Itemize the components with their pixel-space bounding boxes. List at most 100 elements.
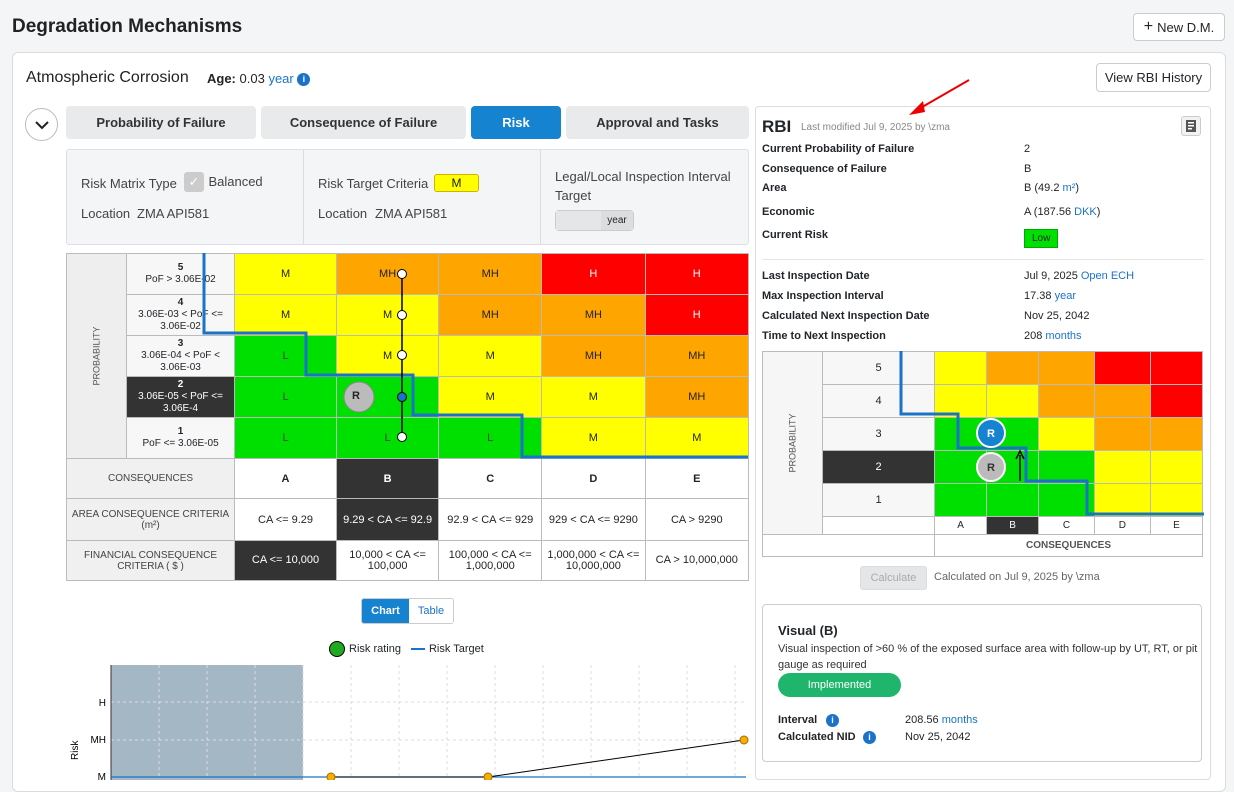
rbi-modified: Last modified Jul 9, 2025 by \zma — [801, 122, 950, 133]
consequence-column-header: D — [541, 458, 646, 499]
rbi-mini-matrix: PROBABILITY 5 4 3 2 1 A B C D E CONSEQUENCES — [761, 351, 1204, 557]
risk-cell: MH — [541, 335, 646, 377]
rbi-field-label: Current Probability of Failure — [762, 143, 915, 155]
chart-toggle[interactable]: Chart — [362, 599, 409, 623]
annotation-arrow — [909, 79, 970, 115]
consequences-label: CONSEQUENCES — [65, 458, 236, 499]
financial-criteria-cell: 10,000 < CA <= 100,000 — [335, 540, 440, 581]
legend-risk-rating: Risk rating — [349, 643, 401, 655]
rbi-field-label: Max Inspection Interval — [762, 290, 884, 302]
consequence-column-header: E — [644, 458, 750, 499]
calculate-button[interactable]: Calculate — [860, 566, 927, 590]
rbi-field-value: B (49.2 m²) — [1024, 182, 1080, 194]
balanced-checkbox[interactable]: ✓ — [184, 172, 204, 192]
view-rbi-history-button[interactable]: View RBI History — [1096, 63, 1211, 92]
rbi-field-link[interactable]: DKK — [1074, 206, 1097, 218]
current-risk-badge: Low — [1024, 229, 1059, 248]
risk-cell: L — [335, 417, 440, 459]
mini-risk-cell — [1038, 417, 1095, 451]
interval-unit-link[interactable]: months — [941, 714, 978, 726]
tab-probability-of-failure[interactable]: Probability of Failure — [66, 106, 256, 139]
target-criteria-label: Risk Target Criteria — [318, 176, 429, 191]
interval-label: Interval — [778, 714, 818, 726]
visual-description: Visual inspection of >60 % of the expose… — [778, 643, 1198, 671]
risk-cell: L — [438, 417, 543, 459]
nid-value: Nov 25, 2042 — [905, 731, 971, 743]
mini-risk-cell — [1149, 417, 1204, 451]
rbi-field-link[interactable]: m² — [1062, 182, 1076, 194]
rbi-field-link[interactable]: months — [1045, 330, 1082, 342]
info-icon[interactable]: i — [826, 714, 839, 727]
mini-risk-cell — [1038, 483, 1095, 517]
area-criteria-cell: 929 < CA <= 9290 — [541, 498, 646, 541]
page-title: Degradation Mechanisms — [12, 16, 243, 37]
y-tick-mh: MH — [90, 735, 106, 746]
risk-matrix: PROBABILITY 5 PoF > 3.06E-02 M MH MH H H 4 3.06E-… — [65, 253, 750, 581]
mini-row-header: 5 — [822, 351, 936, 385]
risk-cell: M — [335, 294, 440, 336]
mini-risk-cell — [1093, 351, 1151, 385]
rbi-field-value: Nov 25, 2042 — [1024, 310, 1090, 322]
mini-consequences-label: CONSEQUENCES — [934, 534, 1203, 557]
new-dm-button[interactable]: + New D.M. — [1133, 13, 1225, 41]
plus-icon: + — [1143, 18, 1154, 35]
tab-approval-and-tasks[interactable]: Approval and Tasks — [566, 106, 749, 139]
rbi-field-value: 2 — [1024, 143, 1031, 155]
risk-cell: MH — [438, 253, 543, 295]
implemented-button[interactable]: Implemented — [778, 673, 901, 697]
mini-row-header: 3 — [822, 417, 936, 451]
mini-column-header: D — [1093, 516, 1151, 535]
risk-cell: H — [644, 294, 750, 336]
risk-cell: MH — [335, 253, 440, 295]
target-criteria-badge: M — [434, 174, 479, 192]
area-criteria-cell: 92.9 < CA <= 929 — [438, 498, 543, 541]
financial-criteria-label: FINANCIAL CONSEQUENCE CRITERIA ( $ ) — [65, 540, 236, 581]
mini-risk-cell — [1149, 384, 1204, 418]
tab-risk[interactable]: Risk — [471, 106, 561, 139]
location-label: Location — [81, 206, 131, 221]
info-icon[interactable]: i — [863, 731, 876, 744]
mini-marker-current: R — [987, 462, 995, 474]
rbi-field-value: B — [1024, 163, 1032, 175]
consequence-column-header: A — [234, 458, 337, 499]
location2-link[interactable]: ZMA API581 — [375, 206, 448, 221]
legal-interval-input[interactable]: year — [555, 210, 634, 231]
mini-marker-target: R — [987, 428, 995, 440]
financial-criteria-cell: CA > 10,000,000 — [644, 540, 750, 581]
location-link[interactable]: ZMA API581 — [137, 206, 210, 221]
mechanism-title: Atmospheric Corrosion — [26, 69, 189, 86]
risk-target-overlay — [202, 253, 748, 459]
collapse-button[interactable] — [25, 108, 58, 141]
mini-risk-cell — [1093, 384, 1151, 418]
report-icon[interactable] — [1181, 116, 1201, 136]
visual-title: Visual (B) — [778, 623, 838, 638]
area-criteria-cell: CA <= 9.29 — [234, 498, 337, 541]
location2-label: Location — [318, 206, 368, 221]
age-info: Age: 0.03 year i — [207, 71, 311, 87]
mini-row-header: 1 — [822, 483, 936, 517]
risk-cell: L — [234, 417, 337, 459]
risk-settings-panel — [66, 149, 749, 245]
balanced-label: Balanced — [208, 174, 263, 190]
age-unit-link[interactable]: year — [268, 71, 294, 86]
risk-point — [326, 772, 336, 780]
info-icon[interactable]: i — [297, 73, 311, 87]
matrix-type-label: Risk Matrix Type — [81, 176, 177, 191]
rbi-field-value: Jul 9, 2025 Open ECH — [1024, 270, 1135, 282]
table-toggle[interactable]: Table — [409, 599, 453, 623]
tab-consequence-of-failure[interactable]: Consequence of Failure — [261, 106, 466, 139]
rbi-field-link[interactable]: Open ECH — [1080, 270, 1135, 282]
mini-column-header: B — [986, 516, 1040, 535]
rbi-field-label: Calculated Next Inspection Date — [762, 310, 930, 322]
rbi-field-link[interactable]: year — [1054, 290, 1076, 302]
y-tick-h: H — [99, 698, 106, 709]
rbi-field-label: Economic — [762, 206, 815, 218]
area-criteria-cell: 9.29 < CA <= 92.9 — [335, 498, 440, 541]
mini-column-header: C — [1038, 516, 1095, 535]
probability-row-header: 2 3.06E-05 < PoF <= 3.06E-4 — [126, 376, 236, 418]
mini-probability-label: PROBABILITY — [761, 351, 824, 535]
probability-row-header: 4 3.06E-03 < PoF <= 3.06E-02 — [126, 294, 236, 336]
mini-risk-cell — [934, 351, 988, 385]
risk-point — [483, 772, 493, 780]
calculated-on: Calculated on Jul 9, 2025 by \zma — [934, 571, 1100, 583]
